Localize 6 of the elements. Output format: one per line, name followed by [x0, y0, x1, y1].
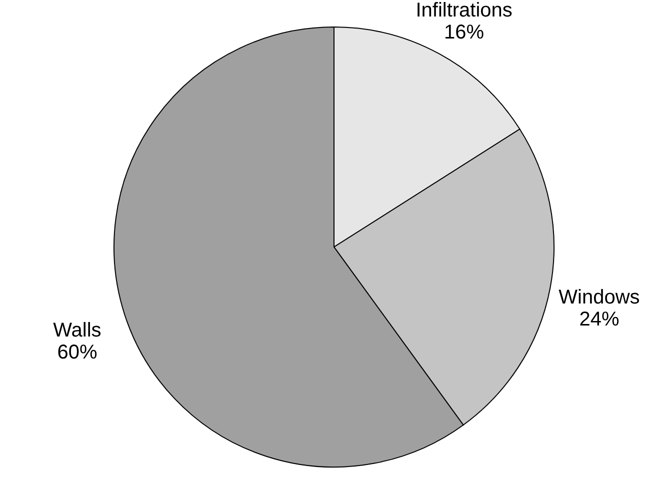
slice-label: Walls — [53, 319, 102, 342]
slice-label: Infiltrations — [416, 0, 512, 22]
slice-label: Windows — [558, 286, 640, 309]
data-label: 60% — [57, 341, 98, 364]
data-label: 24% — [579, 308, 620, 331]
data-label: 16% — [444, 21, 484, 44]
